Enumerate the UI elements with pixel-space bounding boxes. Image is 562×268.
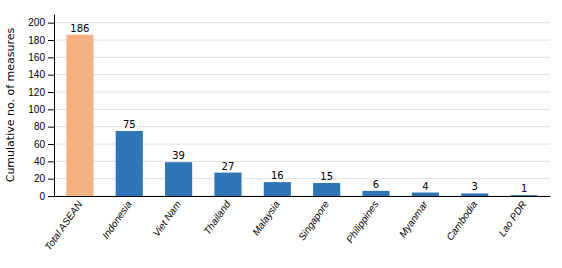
grid-line <box>54 109 550 110</box>
x-tick: Total ASEAN <box>42 198 85 252</box>
y-tick-mark <box>48 57 54 58</box>
x-tick-label: Thailand <box>201 198 232 236</box>
x-tick-label: Viet Nam <box>151 199 184 239</box>
data-label: 6 <box>373 179 379 190</box>
y-tick: 100 <box>28 104 54 115</box>
data-label: 3 <box>472 181 478 192</box>
chart: 0 20 40 60 80 100 120 140 160 180 200 Total ASEAN In… <box>0 0 562 268</box>
bar <box>165 162 192 196</box>
bar <box>511 195 538 196</box>
y-tick-label: 140 <box>28 69 45 80</box>
grid-line <box>54 22 550 23</box>
x-tick: Thailand <box>201 198 232 236</box>
y-tick-label: 200 <box>28 17 45 28</box>
bar <box>461 193 488 196</box>
y-axis: 0 20 40 60 80 100 120 140 160 180 200 <box>28 15 54 202</box>
y-axis-title: Cumulative no. of measures <box>4 27 17 182</box>
x-tick-label: Indonesia <box>100 198 134 240</box>
data-label: 186 <box>70 23 89 34</box>
data-labels: 186 75 39 27 16 15 6 4 3 1 <box>70 23 527 194</box>
y-tick: 140 <box>28 69 54 80</box>
data-label: 75 <box>123 119 136 130</box>
grid-line <box>54 92 550 93</box>
y-tick-mark <box>48 179 54 180</box>
x-tick-label: Myanmar <box>397 198 430 239</box>
x-tick-label: Lao PDR <box>496 199 528 239</box>
y-tick-mark <box>48 23 54 24</box>
y-tick: 180 <box>28 35 54 46</box>
y-tick: 0 <box>39 191 54 202</box>
bar <box>362 191 389 196</box>
x-tick: Cambodia <box>444 198 479 242</box>
y-tick: 40 <box>34 156 54 167</box>
x-tick: Singapore <box>296 198 331 242</box>
x-tick-label: Total ASEAN <box>42 198 85 252</box>
y-tick-label: 80 <box>34 121 46 132</box>
y-tick-label: 20 <box>34 173 46 184</box>
bar <box>412 193 439 196</box>
bar <box>264 182 291 196</box>
bar <box>116 131 143 196</box>
y-tick-mark <box>48 144 54 145</box>
data-label: 15 <box>320 171 333 182</box>
x-tick-label: Philippines <box>344 199 381 245</box>
data-label: 16 <box>271 170 284 181</box>
y-axis-line <box>54 15 55 197</box>
y-tick-label: 120 <box>28 87 45 98</box>
x-tick: Myanmar <box>397 198 430 239</box>
y-tick: 80 <box>34 121 54 132</box>
y-tick-label: 40 <box>34 156 46 167</box>
y-tick-label: 100 <box>28 104 45 115</box>
x-tick-label: Singapore <box>296 198 331 242</box>
y-tick: 160 <box>28 52 54 63</box>
grid-line <box>54 57 550 58</box>
data-label: 39 <box>172 150 185 161</box>
y-tick-label: 160 <box>28 52 45 63</box>
x-tick: Viet Nam <box>151 199 184 239</box>
bars <box>66 35 537 196</box>
data-label: 4 <box>422 181 428 192</box>
x-tick: Lao PDR <box>496 199 528 239</box>
bar <box>66 35 93 196</box>
data-label: 27 <box>222 161 235 172</box>
x-tick: Malaysia <box>250 198 282 237</box>
y-tick-mark <box>48 75 54 76</box>
y-tick: 20 <box>34 173 54 184</box>
x-tick-label: Cambodia <box>444 198 479 242</box>
bar <box>214 173 241 196</box>
y-tick: 120 <box>28 87 54 98</box>
grid-line <box>54 40 550 41</box>
x-tick: Indonesia <box>100 198 134 240</box>
y-tick-label: 180 <box>28 35 45 46</box>
y-tick-mark <box>48 196 54 197</box>
y-tick: 60 <box>34 139 54 150</box>
y-tick-mark <box>48 161 54 162</box>
y-tick-mark <box>48 109 54 110</box>
data-label: 1 <box>521 183 527 194</box>
x-tick: Philippines <box>344 199 381 245</box>
y-tick: 200 <box>28 17 54 28</box>
x-axis-line <box>55 196 551 197</box>
x-axis: Total ASEAN Indonesia Viet Nam Thailand Mala… <box>42 197 550 253</box>
y-tick-mark <box>48 127 54 128</box>
y-tick-mark <box>48 40 54 41</box>
y-tick-label: 0 <box>39 191 45 202</box>
grid <box>54 23 550 196</box>
plot: 0 20 40 60 80 100 120 140 160 180 200 Total ASEAN In… <box>28 15 550 253</box>
x-tick-label: Malaysia <box>250 198 282 237</box>
bar <box>313 183 340 196</box>
grid-line <box>54 74 550 75</box>
y-tick-label: 60 <box>34 139 46 150</box>
y-tick-mark <box>48 92 54 93</box>
